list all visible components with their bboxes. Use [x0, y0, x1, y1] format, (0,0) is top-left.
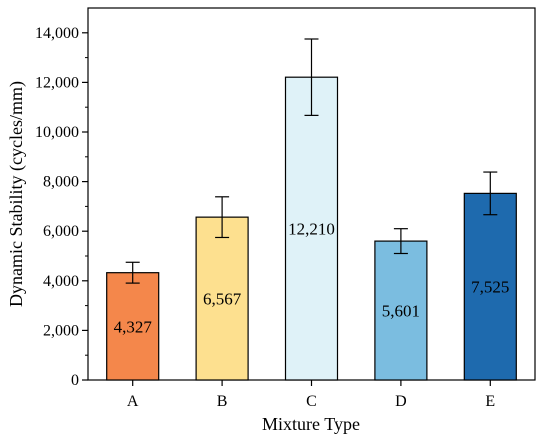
y-tick-label-4: 8,000	[43, 174, 79, 191]
x-tick-label-A: A	[127, 393, 139, 410]
x-tick-label-C: C	[306, 393, 317, 410]
y-axis: 0 2,000 4,000 6,000 8,000 10,000 12,000 14,000	[35, 25, 88, 389]
y-tick-label-3: 6,000	[43, 223, 79, 240]
y-tick-label-1: 2,000	[43, 322, 79, 339]
y-tick-label-2: 4,000	[43, 273, 79, 290]
y-tick-label-0: 0	[71, 372, 79, 389]
bar-series	[106, 76, 517, 381]
bar-B	[195, 216, 249, 381]
bar-A	[106, 272, 160, 381]
error-bars	[125, 38, 498, 284]
y-tick-label-7: 14,000	[35, 25, 79, 42]
bar-C	[284, 76, 339, 381]
x-tick-label-D: D	[395, 393, 407, 410]
y-tick-label-5: 10,000	[35, 124, 79, 141]
bar-E	[463, 192, 517, 381]
data-label-C: 12,210	[288, 220, 335, 239]
data-label-A: 4,327	[114, 317, 153, 336]
y-tick-label-6: 12,000	[35, 74, 79, 91]
y-axis-title: Dynamic Stability (cycles/mm)	[6, 81, 27, 307]
data-label-E: 7,525	[471, 278, 509, 297]
data-label-B: 6,567	[203, 290, 242, 309]
data-label-D: 5,601	[382, 302, 420, 321]
bar-D	[374, 240, 428, 381]
data-labels: 4,327 6,567 12,210 5,601 7,525	[114, 220, 510, 337]
x-axis: A B C D E	[127, 380, 495, 410]
x-tick-label-E: E	[485, 393, 495, 410]
x-axis-title: Mixture Type	[262, 414, 360, 434]
x-tick-label-B: B	[217, 393, 228, 410]
